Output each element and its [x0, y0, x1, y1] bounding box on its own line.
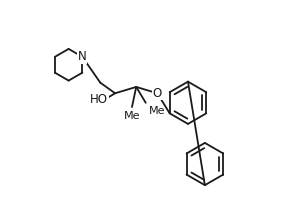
Text: Me: Me: [149, 106, 165, 116]
Text: O: O: [153, 87, 162, 100]
Text: Me: Me: [124, 111, 140, 121]
Text: HO: HO: [90, 93, 108, 106]
Text: N: N: [78, 50, 87, 63]
